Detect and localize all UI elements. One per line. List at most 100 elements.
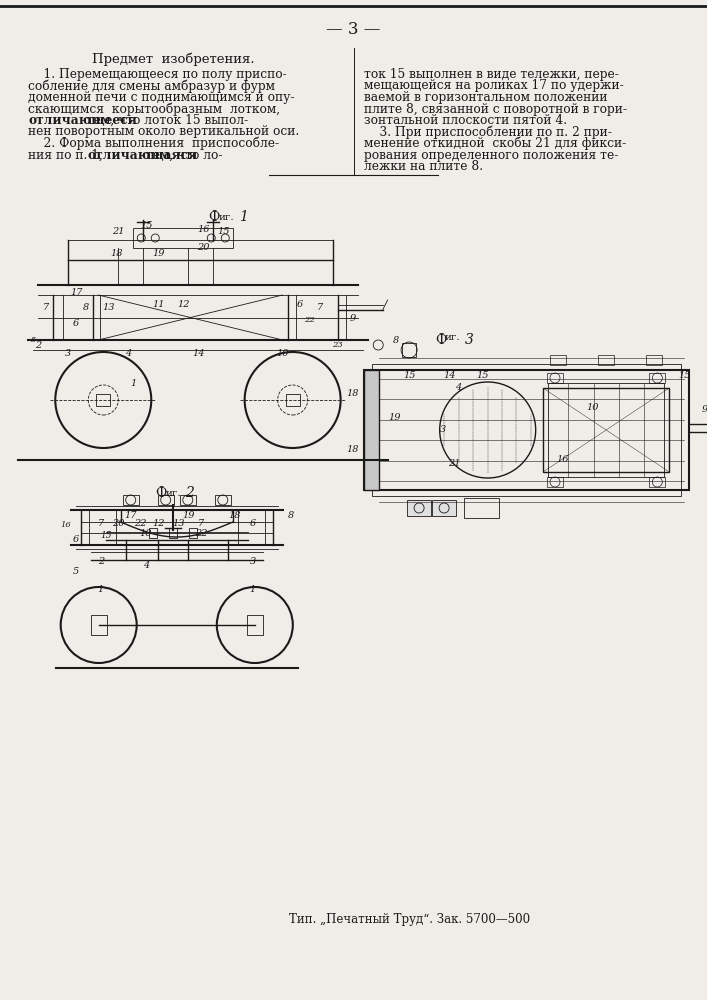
Text: 1: 1	[130, 378, 136, 387]
Text: Ф: Ф	[156, 486, 167, 500]
Text: 13: 13	[102, 304, 115, 312]
Text: 11: 11	[152, 300, 165, 309]
Text: 9: 9	[701, 405, 707, 414]
Text: 19: 19	[388, 413, 400, 422]
Text: плите 8, связанной с поворотной в гори-: плите 8, связанной с поворотной в гори-	[364, 103, 627, 115]
Text: 20: 20	[197, 243, 209, 252]
Text: 8: 8	[288, 512, 294, 520]
Bar	[247, 615, 263, 635]
Bar	[547, 477, 563, 487]
Text: отличающаяся: отличающаяся	[88, 149, 198, 162]
Text: 2: 2	[98, 556, 104, 566]
Bar	[215, 495, 230, 505]
Bar	[158, 495, 174, 505]
Bar	[464, 498, 499, 518]
Bar	[547, 373, 563, 383]
Text: 4: 4	[455, 382, 461, 391]
Text: 4: 4	[125, 349, 132, 358]
Text: 8: 8	[83, 304, 89, 312]
Text: 6: 6	[73, 536, 78, 544]
Text: 10: 10	[276, 349, 289, 358]
Bar	[286, 394, 300, 406]
Bar	[169, 528, 177, 538]
Text: скающимся  корытообразным  лотком,: скающимся корытообразным лотком,	[28, 103, 281, 116]
Bar	[402, 343, 416, 357]
Text: рования определенного положения те-: рования определенного положения те-	[364, 149, 619, 162]
Bar	[432, 500, 456, 516]
Text: — 3 —: — 3 —	[327, 21, 380, 38]
Text: 13: 13	[172, 520, 185, 528]
Bar	[123, 495, 139, 505]
Text: тем, что лоток 15 выпол-: тем, что лоток 15 выпол-	[83, 114, 248, 127]
Text: 1: 1	[250, 585, 256, 594]
Text: 7: 7	[317, 304, 323, 312]
Text: 22: 22	[134, 520, 147, 528]
Text: 10: 10	[587, 403, 600, 412]
Bar	[543, 388, 670, 472]
Text: 3: 3	[440, 425, 446, 434]
Text: ток 15 выполнен в виде тележки, пере-: ток 15 выполнен в виде тележки, пере-	[364, 68, 619, 81]
Text: 2. Форма выполнения  приспособле-: 2. Форма выполнения приспособле-	[28, 137, 279, 150]
Bar	[149, 528, 157, 538]
Bar	[598, 355, 614, 365]
Bar	[372, 364, 682, 496]
Text: 6: 6	[296, 300, 303, 309]
Text: нен поворотным около вертикальной оси.: нен поворотным около вертикальной оси.	[28, 125, 300, 138]
Text: 17: 17	[70, 288, 83, 297]
Text: 1: 1	[98, 585, 104, 594]
Text: 3: 3	[65, 349, 71, 358]
Text: 6: 6	[73, 318, 79, 328]
Text: 3: 3	[464, 333, 474, 347]
Text: 5: 5	[30, 336, 36, 344]
Text: собление для смены амбразур и фурм: собление для смены амбразур и фурм	[28, 80, 275, 93]
Text: отличающееся: отличающееся	[28, 114, 137, 127]
Bar	[96, 394, 110, 406]
Bar	[90, 615, 107, 635]
Text: Предмет  изобретения.: Предмет изобретения.	[92, 53, 255, 66]
Text: 16: 16	[60, 521, 71, 529]
Text: тем, что ло-: тем, что ло-	[142, 149, 223, 162]
Text: 16: 16	[197, 226, 209, 234]
Text: 4: 4	[143, 561, 149, 570]
Text: 19: 19	[182, 512, 194, 520]
Text: 9: 9	[349, 314, 356, 323]
Text: иг.: иг.	[218, 213, 234, 222]
Text: 22: 22	[304, 316, 315, 324]
Text: 12: 12	[152, 520, 165, 528]
Text: ния по п. 1,: ния по п. 1,	[28, 149, 107, 162]
Text: 3: 3	[250, 556, 256, 566]
Text: 7: 7	[98, 520, 104, 528]
Text: 1. Перемещающееся по полу приспо-: 1. Перемещающееся по полу приспо-	[28, 68, 287, 81]
Text: 12: 12	[177, 300, 189, 309]
Text: 15: 15	[100, 530, 112, 540]
Text: 6: 6	[250, 520, 256, 528]
Text: 15: 15	[678, 370, 691, 379]
Bar	[646, 355, 662, 365]
Bar	[364, 370, 379, 490]
Bar	[649, 373, 665, 383]
Text: 2: 2	[185, 486, 194, 500]
Bar	[189, 528, 197, 538]
Text: 17: 17	[124, 512, 137, 520]
Text: 15: 15	[403, 370, 415, 379]
Text: 23: 23	[332, 341, 343, 349]
Text: иг.: иг.	[165, 489, 181, 498]
Text: 21: 21	[112, 228, 124, 236]
Text: 21: 21	[448, 459, 460, 468]
Text: 3. При приспособлении по п. 2 при-: 3. При приспособлении по п. 2 при-	[364, 125, 612, 139]
Bar	[364, 370, 689, 490]
Text: 18: 18	[346, 388, 358, 397]
Bar	[649, 477, 665, 487]
Text: 14: 14	[192, 349, 204, 358]
Text: ваемой в горизонтальном положении: ваемой в горизонтальном положении	[364, 91, 607, 104]
Text: Ф: Ф	[209, 210, 220, 224]
Bar	[134, 228, 233, 248]
Bar	[407, 500, 431, 516]
Text: доменной печи с поднимающимся и опу-: доменной печи с поднимающимся и опу-	[28, 91, 295, 104]
Text: зонтальной плоскости пятой 4.: зонтальной плоскости пятой 4.	[364, 114, 567, 127]
Text: 20: 20	[112, 520, 125, 528]
Text: 22: 22	[195, 530, 207, 538]
Text: 2: 2	[35, 340, 42, 350]
Text: 15: 15	[140, 222, 153, 231]
Text: Ф: Ф	[435, 333, 446, 347]
